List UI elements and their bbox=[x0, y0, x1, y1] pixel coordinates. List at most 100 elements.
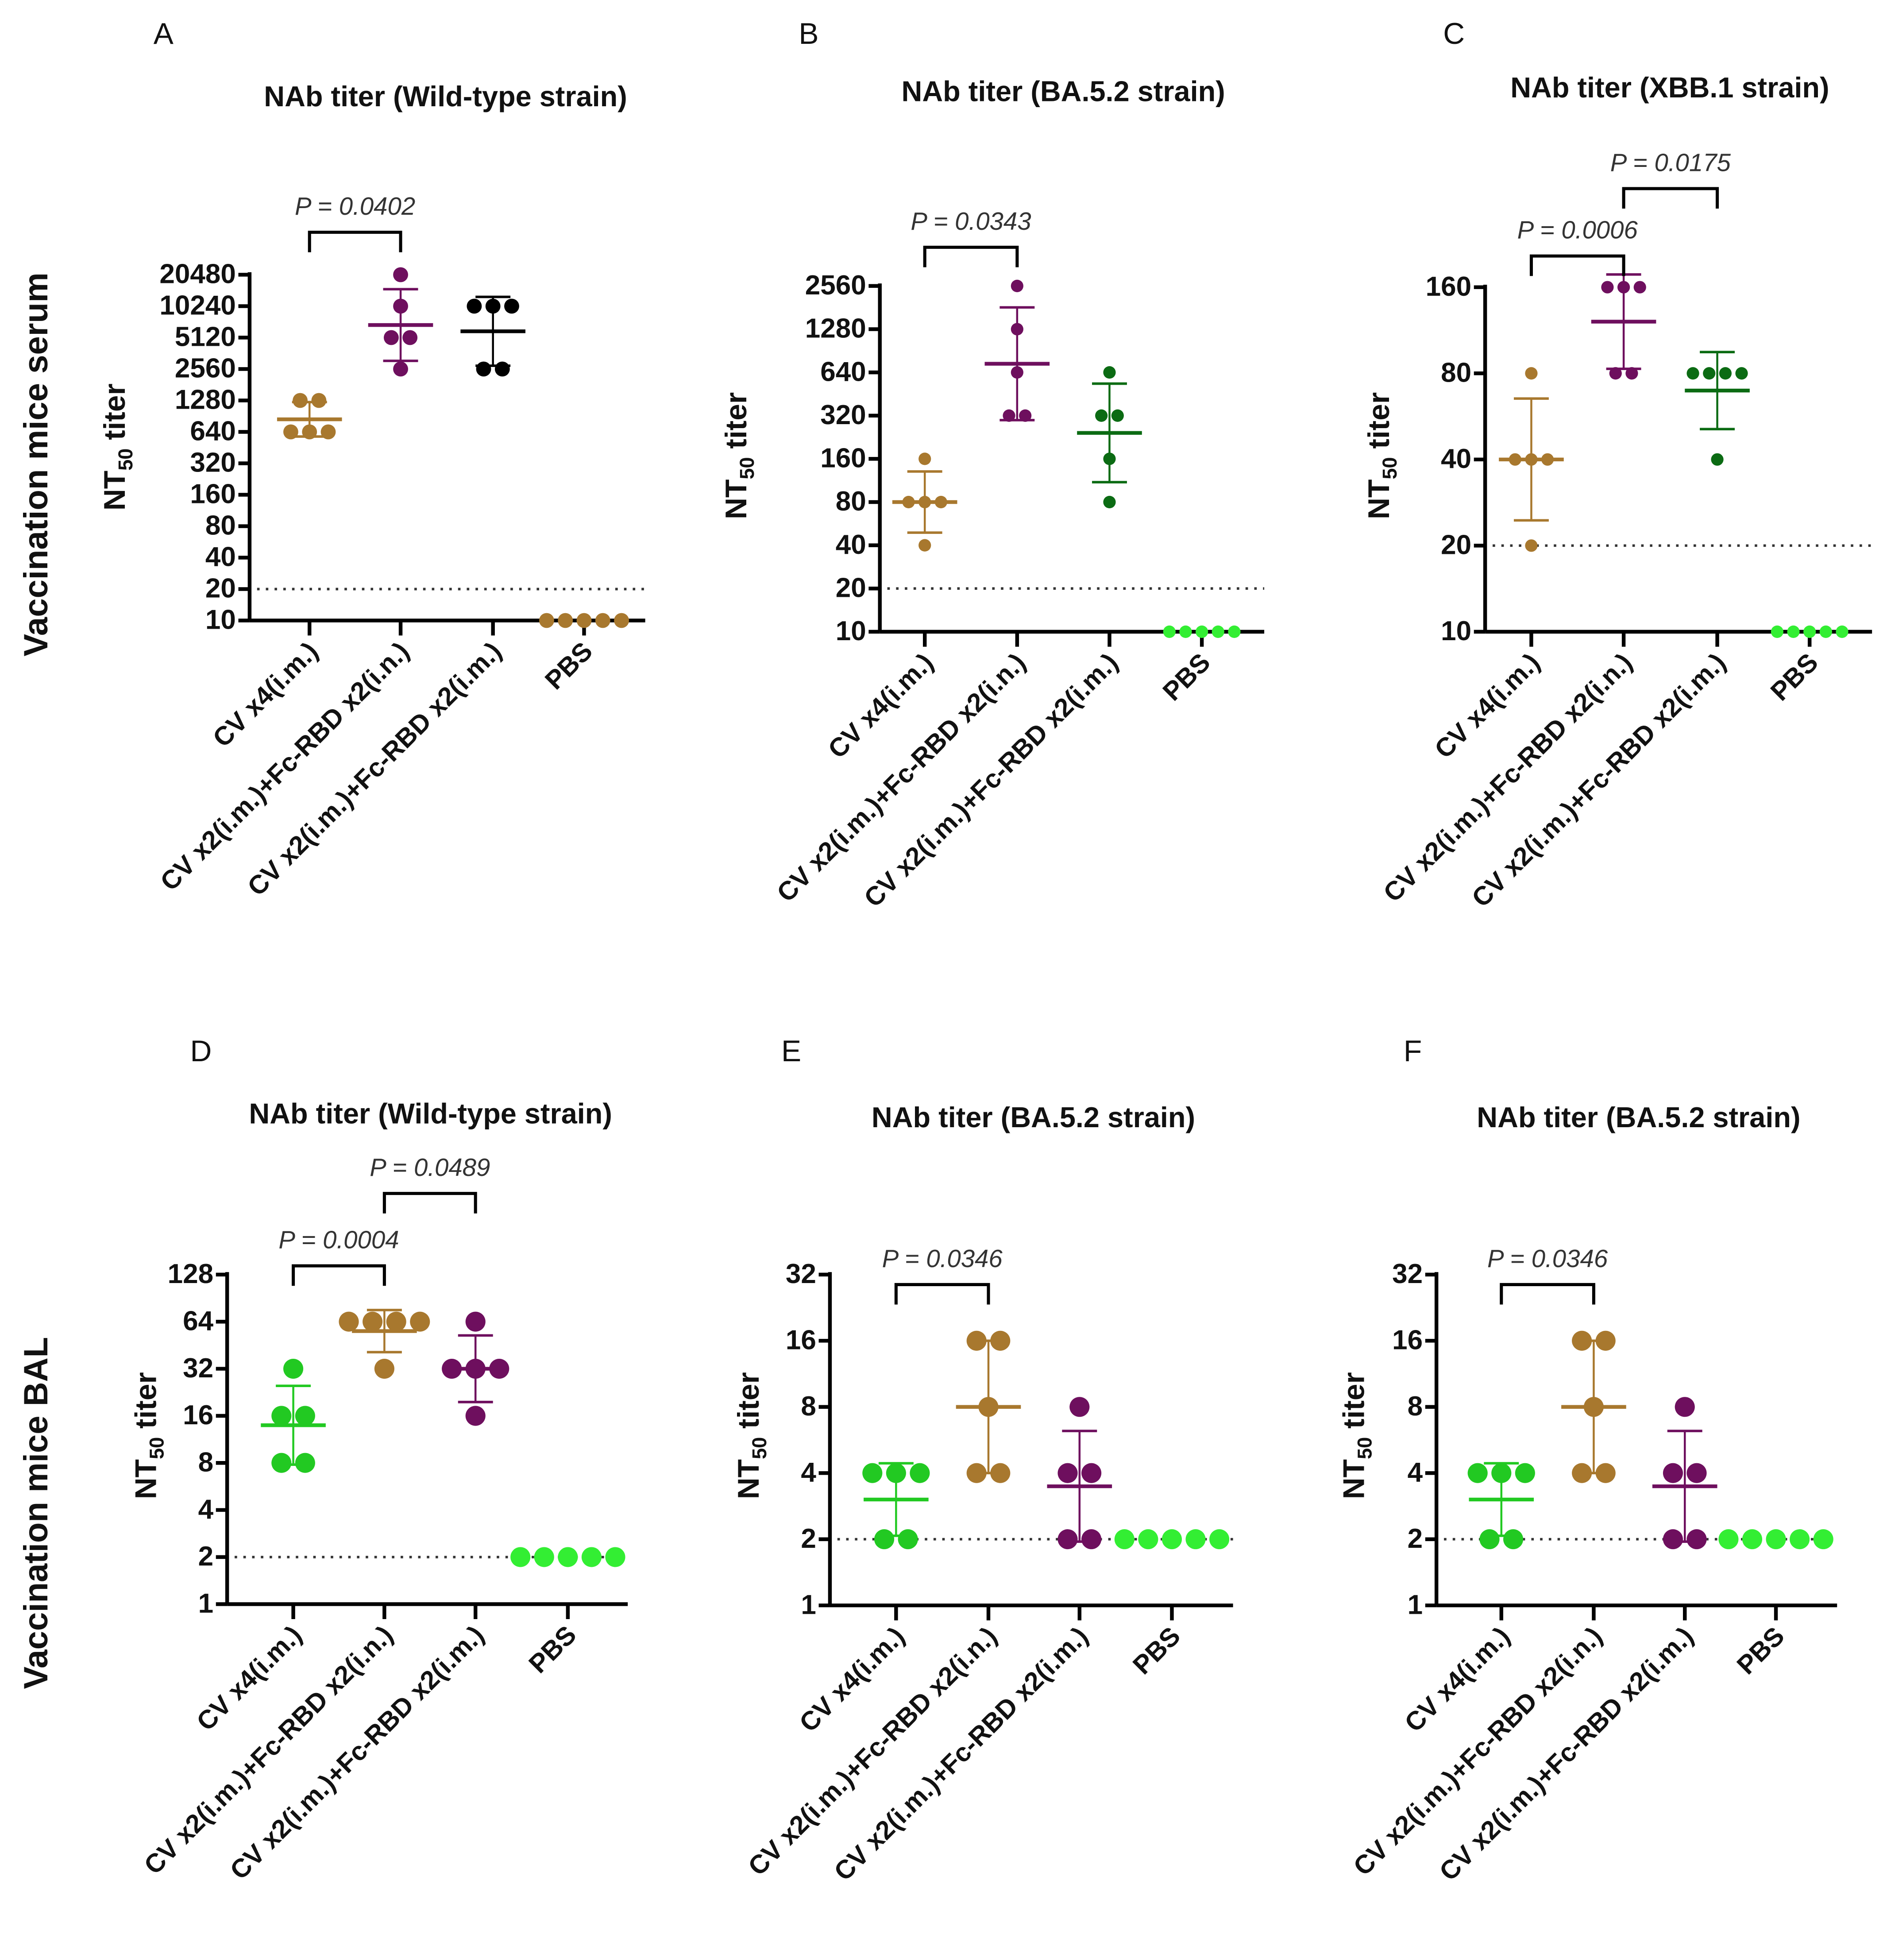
data-point bbox=[1185, 1529, 1206, 1550]
y-tick-label: 4 bbox=[801, 1457, 816, 1488]
data-point bbox=[283, 424, 298, 440]
chart-title: NAb titer (Wild-type strain) bbox=[249, 1098, 612, 1130]
data-point bbox=[467, 298, 482, 314]
data-point bbox=[1011, 366, 1023, 379]
data-point bbox=[605, 1547, 625, 1567]
data-point bbox=[558, 1547, 578, 1567]
data-point bbox=[614, 613, 629, 628]
data-point bbox=[990, 1330, 1011, 1351]
data-point bbox=[1686, 367, 1699, 380]
panel-d: D NAb titer (Wild-type strain) NT50 titer 1… bbox=[129, 1035, 628, 1885]
data-point bbox=[1609, 367, 1622, 380]
p-value-label: P = 0.0006 bbox=[1517, 216, 1638, 244]
data-point bbox=[918, 539, 931, 552]
data-point bbox=[295, 1406, 315, 1426]
data-point bbox=[1735, 367, 1748, 380]
x-tick-label: PBS bbox=[539, 636, 598, 695]
data-point bbox=[1081, 1529, 1102, 1550]
chart-title: NAb titer (Wild-type strain) bbox=[264, 80, 627, 112]
data-point bbox=[886, 1463, 906, 1483]
p-value-label: P = 0.0346 bbox=[1487, 1245, 1608, 1272]
data-point bbox=[966, 1330, 987, 1351]
data-point bbox=[1057, 1529, 1078, 1550]
data-point bbox=[576, 613, 592, 628]
data-point bbox=[862, 1463, 883, 1483]
y-tick-label: 320 bbox=[190, 448, 235, 478]
data-point bbox=[320, 424, 336, 440]
x-tick-label: PBS bbox=[523, 1620, 582, 1678]
panel-letter: A bbox=[154, 17, 174, 50]
row-label-serum: Vaccination mice serum bbox=[17, 272, 55, 656]
data-point bbox=[339, 1311, 359, 1332]
y-tick-label: 640 bbox=[820, 356, 866, 387]
p-value-label: P = 0.0489 bbox=[370, 1153, 490, 1181]
data-point bbox=[595, 613, 610, 628]
data-point bbox=[1766, 1529, 1786, 1550]
data-point bbox=[1509, 453, 1521, 466]
y-tick-label: 160 bbox=[820, 443, 866, 474]
data-point bbox=[1179, 625, 1192, 638]
data-point bbox=[1525, 367, 1538, 380]
y-tick-label: 40 bbox=[836, 530, 866, 560]
data-point bbox=[558, 613, 573, 628]
y-tick-label: 80 bbox=[1441, 357, 1471, 388]
panel-letter: D bbox=[190, 1035, 212, 1068]
y-tick-label: 160 bbox=[190, 479, 235, 510]
significance-bracket bbox=[308, 231, 402, 252]
data-point bbox=[1742, 1529, 1763, 1550]
data-point bbox=[1663, 1463, 1683, 1483]
data-point bbox=[1515, 1463, 1535, 1483]
y-tick-label: 2 bbox=[1408, 1523, 1423, 1554]
data-point bbox=[910, 1463, 930, 1483]
y-tick-label: 20 bbox=[836, 572, 866, 603]
data-point bbox=[489, 1359, 509, 1379]
y-tick-label: 640 bbox=[190, 416, 235, 447]
data-point bbox=[1196, 625, 1208, 638]
chart-title: NAb titer (BA.5.2 strain) bbox=[902, 75, 1225, 108]
data-point bbox=[1525, 453, 1538, 466]
data-point bbox=[374, 1359, 394, 1379]
y-tick-label: 2560 bbox=[175, 353, 236, 384]
data-point bbox=[1103, 452, 1116, 465]
y-tick-label: 20 bbox=[205, 573, 236, 604]
data-point bbox=[1771, 625, 1783, 638]
x-tick-label: PBS bbox=[1731, 1621, 1790, 1680]
y-tick-label: 80 bbox=[836, 486, 866, 517]
data-point bbox=[1019, 409, 1032, 422]
data-point bbox=[1703, 367, 1716, 380]
data-point bbox=[311, 393, 327, 408]
data-point bbox=[966, 1463, 987, 1483]
y-tick-label: 10 bbox=[205, 605, 236, 635]
y-tick-label: 8 bbox=[801, 1391, 816, 1422]
data-point bbox=[1479, 1529, 1500, 1550]
data-point bbox=[918, 495, 931, 509]
y-tick-label: 1 bbox=[801, 1589, 816, 1620]
y-tick-label: 16 bbox=[1392, 1325, 1423, 1356]
data-point bbox=[934, 495, 947, 509]
data-point bbox=[383, 330, 399, 345]
panel-letter: F bbox=[1404, 1035, 1422, 1068]
data-point bbox=[402, 330, 418, 345]
p-value-label: P = 0.0175 bbox=[1610, 148, 1731, 176]
data-point bbox=[283, 1359, 304, 1379]
data-point bbox=[1803, 625, 1816, 638]
y-tick-label: 64 bbox=[183, 1306, 213, 1336]
significance-bracket bbox=[894, 1283, 990, 1305]
data-point bbox=[1663, 1529, 1683, 1550]
data-point bbox=[485, 298, 501, 314]
data-point bbox=[1103, 495, 1116, 509]
data-point bbox=[1467, 1463, 1488, 1483]
data-point bbox=[1572, 1330, 1592, 1351]
data-point bbox=[902, 495, 915, 509]
chart-title: NAb titer (XBB.1 strain) bbox=[1510, 71, 1829, 104]
y-tick-label: 2 bbox=[198, 1541, 214, 1572]
y-tick-label: 1280 bbox=[805, 313, 866, 344]
data-point bbox=[1011, 323, 1023, 336]
y-tick-label: 20 bbox=[1441, 530, 1471, 561]
chart-title: NAb titer (BA.5.2 strain) bbox=[872, 1101, 1195, 1133]
data-point bbox=[1095, 409, 1108, 422]
p-value-label: P = 0.0346 bbox=[882, 1245, 1003, 1272]
p-value-label: P = 0.0004 bbox=[278, 1226, 399, 1254]
y-tick-label: 16 bbox=[786, 1325, 816, 1356]
y-tick-label: 10 bbox=[836, 616, 866, 646]
